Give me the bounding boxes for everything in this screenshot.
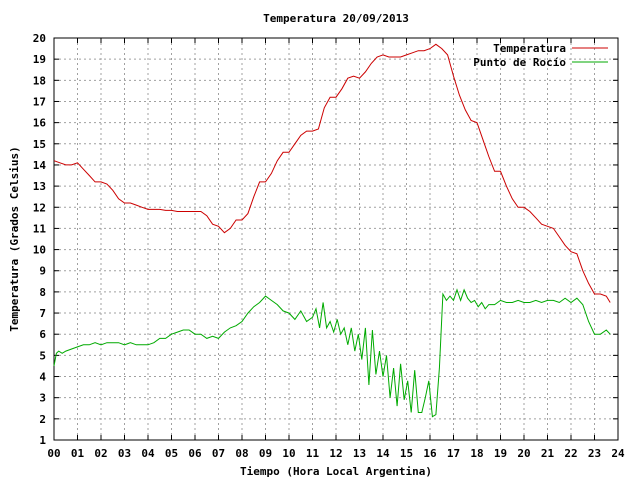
x-tick-label: 13: [353, 447, 366, 460]
x-tick-label: 08: [235, 447, 248, 460]
legend: Temperatura Punto de Rocío: [473, 42, 608, 69]
grid: [54, 38, 618, 440]
x-tick-label: 21: [541, 447, 555, 460]
x-tick-label: 12: [329, 447, 342, 460]
y-tick-label: 14: [33, 159, 47, 172]
series-line-temperatura: [53, 43, 611, 303]
x-tick-label: 07: [212, 447, 225, 460]
y-tick-label: 2: [39, 413, 46, 426]
y-tick-label: 15: [33, 138, 46, 151]
y-tick-label: 4: [39, 371, 46, 384]
x-tick-label: 17: [447, 447, 460, 460]
x-tick-label: 00: [47, 447, 60, 460]
y-tick-label: 18: [33, 74, 46, 87]
y-tick-label: 13: [33, 180, 46, 193]
y-tick-label: 20: [33, 32, 46, 45]
chart-title: Temperatura 20/09/2013: [263, 12, 409, 25]
x-tick-label: 01: [71, 447, 85, 460]
x-axis-label: Tiempo (Hora Local Argentina): [240, 465, 432, 478]
x-tick-label: 20: [517, 447, 530, 460]
x-tick-label: 24: [611, 447, 625, 460]
y-tick-label: 17: [33, 95, 46, 108]
series-lines: [53, 43, 611, 418]
y-tick-label: 19: [33, 53, 46, 66]
x-tick-label: 10: [282, 447, 295, 460]
x-tick-label: 22: [564, 447, 577, 460]
y-tick-label: 7: [39, 307, 46, 320]
y-tick-label: 11: [33, 222, 47, 235]
legend-label-temperatura: Temperatura: [493, 42, 566, 55]
axis-ticks: 00 01 02 03 04 05 06 07 08 09 10 11 12 13 14 15 16 17 18 19…: [33, 32, 625, 460]
x-tick-label: 02: [94, 447, 107, 460]
y-axis-label: Temperatura (Grados Celsius): [8, 146, 21, 331]
x-tick-label: 04: [141, 447, 155, 460]
x-tick-label: 11: [306, 447, 320, 460]
series-line-punto-de-rocio: [53, 288, 611, 418]
x-tick-label: 06: [188, 447, 202, 460]
y-tick-label: 6: [39, 328, 46, 341]
x-tick-label: 14: [376, 447, 390, 460]
y-tick-label: 1: [39, 434, 46, 447]
y-tick-label: 16: [33, 117, 47, 130]
x-tick-label: 03: [118, 447, 131, 460]
y-tick-label: 12: [33, 201, 46, 214]
y-tick-label: 3: [39, 392, 46, 405]
legend-label-punto-de-rocio: Punto de Rocío: [473, 56, 566, 69]
x-tick-label: 19: [494, 447, 507, 460]
x-tick-label: 16: [423, 447, 437, 460]
y-tick-label: 9: [39, 265, 46, 278]
y-tick-label: 5: [39, 349, 46, 362]
x-tick-label: 18: [470, 447, 483, 460]
y-tick-label: 10: [33, 244, 46, 257]
x-tick-label: 15: [400, 447, 413, 460]
y-tick-label: 8: [39, 286, 46, 299]
x-tick-label: 05: [165, 447, 178, 460]
x-tick-label: 23: [588, 447, 601, 460]
x-tick-label: 09: [259, 447, 272, 460]
